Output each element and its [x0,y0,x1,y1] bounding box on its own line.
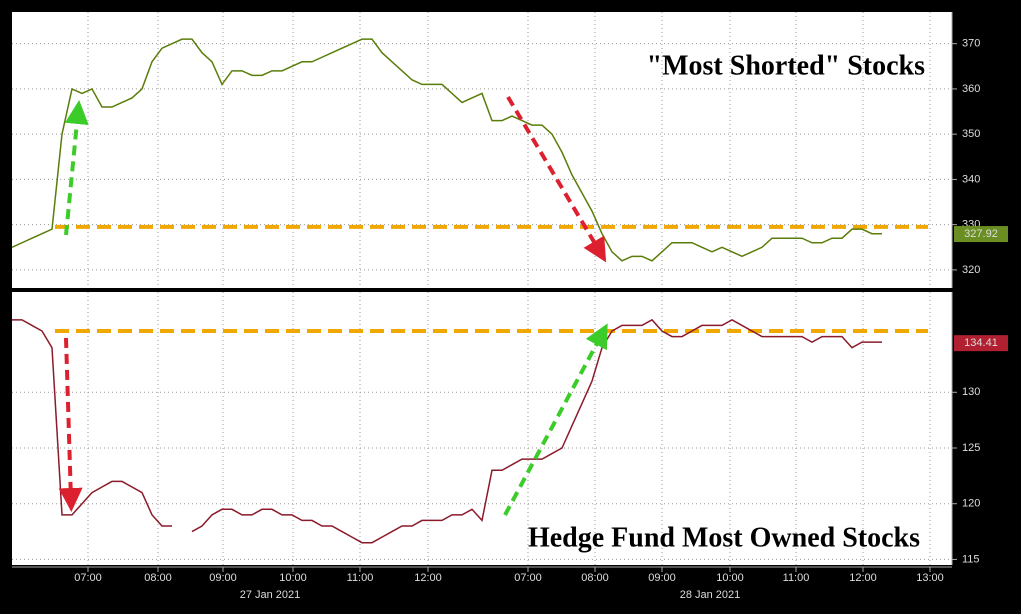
x-tick-label: 11:00 [783,572,810,584]
arrow [503,323,608,516]
y-tick-label: 130 [962,386,980,398]
x-tick-label: 09:00 [209,572,237,584]
x-tick-label: 12:00 [849,572,877,584]
date-label: 27 Jan 2021 [240,589,301,601]
annotations [58,95,608,516]
y-tick-label: 350 [962,128,980,140]
x-tick-label: 07:00 [74,572,102,584]
x-tick-label: 07:00 [514,572,542,584]
y-tick-label: 115 [962,553,980,565]
panel-title: "Most Shorted" Stocks [647,50,926,81]
x-tick-label: 08:00 [144,572,172,584]
date-label: 28 Jan 2021 [680,589,741,601]
plot-layer: 320330340350360370327.92115120125130134.… [11,12,1008,601]
top-plot-area [12,12,952,288]
last-value-label: 134.41 [964,337,998,349]
x-tick-label: 08:00 [581,572,609,584]
x-tick-label: 13:00 [916,572,944,584]
y-tick-label: 360 [962,83,980,95]
x-tick-label: 10:00 [279,572,307,584]
x-tick-label: 10:00 [716,572,744,584]
y-tick-label: 120 [962,498,980,510]
y-tick-label: 125 [962,442,980,454]
last-value-box [954,335,1008,352]
y-tick-label: 320 [962,264,980,276]
y-tick-label: 370 [962,38,980,50]
x-tick-label: 11:00 [347,572,374,584]
arrow [506,95,607,263]
arrow [58,337,83,512]
last-value-box [954,226,1008,243]
panel-title: Hedge Fund Most Owned Stocks [528,522,920,553]
y-tick-label: 340 [962,173,980,185]
arrow [64,100,89,236]
price-line [11,38,882,262]
x-tick-label: 12:00 [414,572,442,584]
x-tick-label: 09:00 [648,572,676,584]
last-value-label: 327.92 [964,228,998,240]
